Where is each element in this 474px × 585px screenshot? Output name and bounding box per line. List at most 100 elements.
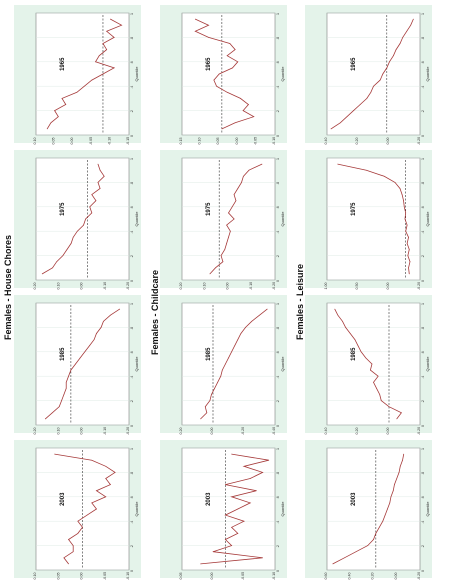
data-point <box>231 545 232 546</box>
x-axis-title: Quantile <box>134 211 139 227</box>
data-point <box>226 91 228 93</box>
data-point <box>99 169 101 171</box>
data-point <box>240 98 241 99</box>
data-point <box>110 314 111 316</box>
value-tick-label: 0.10 <box>33 573 37 580</box>
data-point <box>408 273 410 275</box>
quantile-tick-label: 1 <box>130 13 134 15</box>
data-point <box>407 255 409 256</box>
data-point <box>339 122 341 124</box>
value-tick-label: 0.00 <box>70 138 74 145</box>
value-tick-label: 0.00 <box>210 428 214 435</box>
data-point <box>401 412 402 414</box>
data-point <box>245 327 246 328</box>
value-tick-label: 0.00 <box>226 283 230 290</box>
data-point <box>237 339 239 340</box>
value-tick-label: 0.10 <box>56 283 60 290</box>
data-point <box>342 320 343 322</box>
data-point <box>404 218 406 220</box>
data-point <box>334 308 336 310</box>
panel-title: 1975 <box>60 202 66 216</box>
data-point <box>96 490 97 492</box>
data-point <box>234 49 236 50</box>
quantile-tick-label: .8 <box>130 327 134 330</box>
data-point <box>113 67 115 69</box>
data-point <box>63 394 65 395</box>
data-point <box>54 453 55 455</box>
data-point <box>373 85 374 87</box>
quantile-tick-label: .4 <box>276 376 280 379</box>
panel-title: 1965 <box>206 57 212 71</box>
value-tick-label: -0.20 <box>417 282 421 290</box>
data-point <box>233 194 235 195</box>
data-point <box>357 345 359 347</box>
data-point <box>237 61 239 63</box>
data-point <box>84 351 86 353</box>
data-point <box>200 563 201 565</box>
data-point <box>403 453 405 455</box>
x-axis-title: Quantile <box>134 501 139 517</box>
data-point <box>234 122 236 124</box>
quantile-tick-label: 0 <box>130 570 134 572</box>
data-point <box>70 369 72 371</box>
data-point <box>52 267 53 269</box>
value-tick-label: -0.10 <box>126 572 130 580</box>
value-tick-label: 0.20 <box>355 138 359 145</box>
quantile-tick-label: .4 <box>276 86 280 89</box>
data-point <box>408 236 409 238</box>
value-tick-label: 0.00 <box>386 428 390 435</box>
data-point <box>209 400 211 401</box>
data-point <box>330 128 332 130</box>
value-tick-label: -0.20 <box>126 282 130 290</box>
data-point <box>66 249 68 250</box>
data-point <box>68 539 69 540</box>
data-point <box>213 79 215 81</box>
data-point <box>405 230 407 232</box>
data-point <box>262 472 263 473</box>
data-point <box>216 85 217 87</box>
data-point <box>200 418 201 420</box>
value-tick-label: -0.10 <box>103 282 107 290</box>
quantile-tick-label: 1 <box>421 13 425 15</box>
plot-area <box>35 302 130 426</box>
value-tick-label: -0.10 <box>103 427 107 435</box>
data-point <box>399 43 401 44</box>
data-point <box>96 333 97 334</box>
data-point <box>110 18 111 20</box>
data-point <box>204 406 206 408</box>
data-point <box>349 333 351 334</box>
panel-0-3: 0.10 0.05 0.00 -0.05 -0.100 .2 .4 .6 .8 1 Quantile… <box>14 440 141 580</box>
data-point <box>234 345 236 347</box>
value-tick-label: 0.10 <box>202 283 206 290</box>
value-tick-label: 0.40 <box>347 573 351 580</box>
plot-area <box>181 302 276 426</box>
quantile-tick-label: 0 <box>130 280 134 282</box>
data-point <box>376 388 377 389</box>
value-tick-label: -0.20 <box>241 427 245 435</box>
data-point <box>230 230 231 232</box>
data-point <box>249 502 251 504</box>
value-tick-label: 0.60 <box>324 573 328 580</box>
data-point <box>79 357 81 359</box>
value-tick-label: 0.50 <box>355 283 359 290</box>
value-tick-label: 0.05 <box>52 138 56 145</box>
data-point <box>54 110 55 111</box>
data-point <box>402 459 403 461</box>
quantile-tick-label: 1 <box>421 303 425 305</box>
plot-area <box>326 302 421 426</box>
quantile-tick-label: .2 <box>130 255 134 258</box>
value-tick-label: -0.10 <box>249 282 253 290</box>
data-point <box>379 79 381 81</box>
data-point <box>100 327 102 328</box>
data-point <box>220 375 222 377</box>
data-point <box>228 236 229 238</box>
data-point <box>332 563 334 565</box>
value-tick-label: 0.05 <box>179 573 183 580</box>
data-point <box>395 49 397 50</box>
data-point <box>46 128 48 130</box>
plot-area <box>326 12 421 136</box>
data-point <box>380 400 382 401</box>
data-point <box>337 314 339 316</box>
data-point <box>113 37 115 38</box>
value-tick-label: 0.40 <box>324 138 328 145</box>
